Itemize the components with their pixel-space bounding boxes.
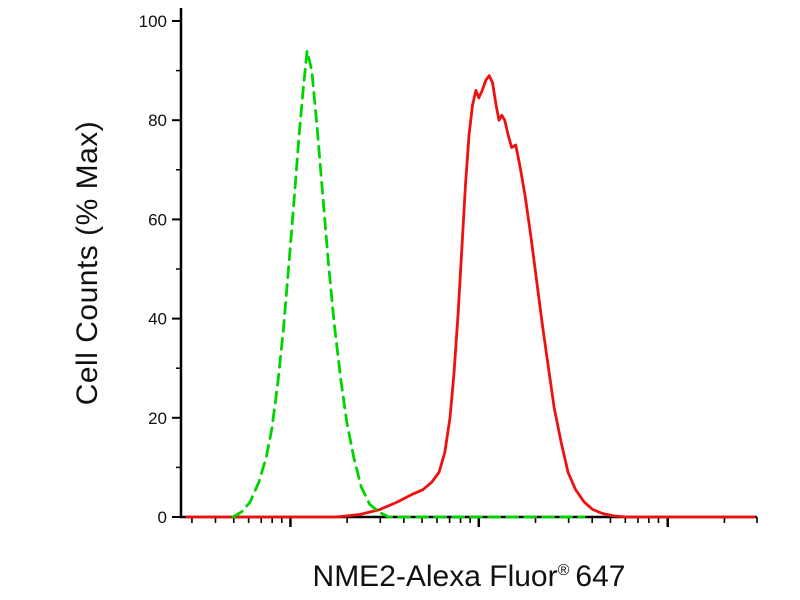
y-tick-label: 100 — [139, 12, 167, 31]
y-tick-label: 40 — [148, 310, 167, 329]
y-tick-label: 0 — [158, 508, 167, 527]
registered-trademark-symbol: ® — [557, 562, 570, 579]
y-tick-label: 80 — [148, 111, 167, 130]
y-tick-label: 60 — [148, 210, 167, 229]
x-axis-title: NME2-Alexa Fluor® 647 — [313, 560, 626, 594]
series-red-solid — [185, 74, 756, 519]
y-tick-label: 20 — [148, 409, 167, 428]
x-axis-title-suffix: 647 — [575, 560, 626, 593]
series-green-dashed — [231, 49, 586, 519]
x-axis-title-main: NME2-Alexa Fluor — [312, 560, 558, 593]
